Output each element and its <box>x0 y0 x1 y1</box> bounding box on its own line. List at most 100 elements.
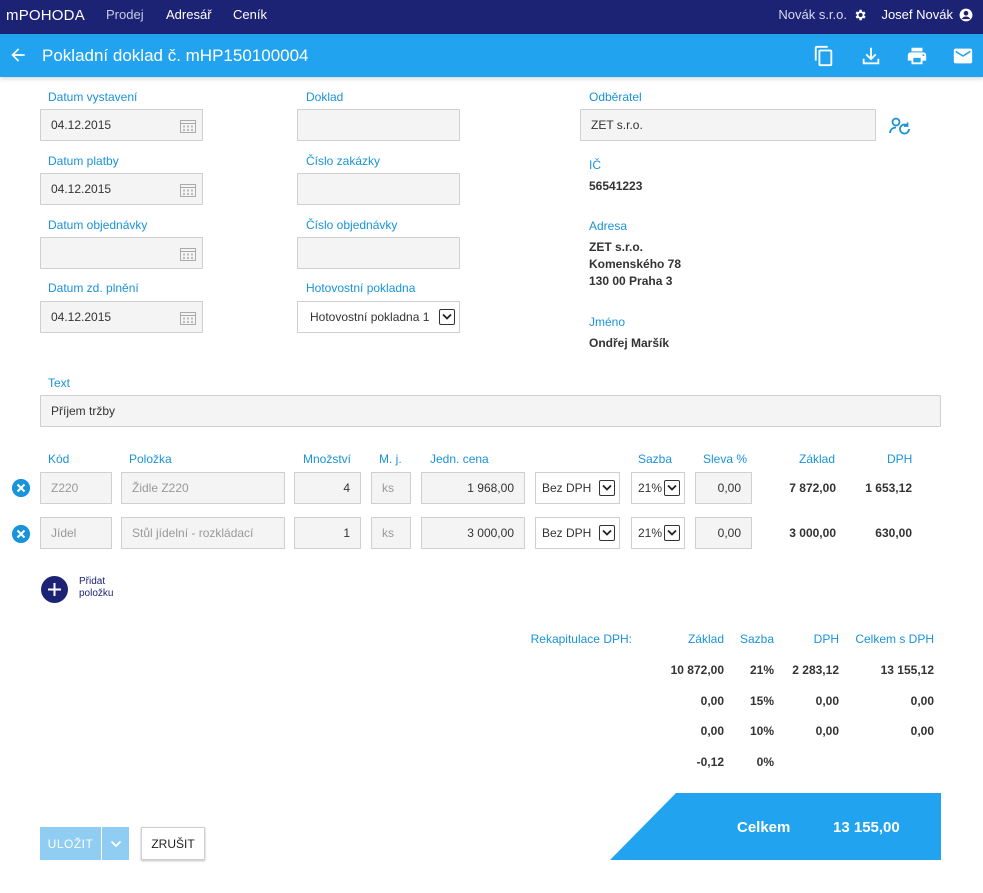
user-circle-icon <box>959 8 973 21</box>
datum-objednavky-field[interactable] <box>40 237 203 269</box>
datum-platby-field[interactable]: 04.12.2015 <box>40 173 203 205</box>
item-typ-select[interactable]: Bez DPH <box>535 472 620 504</box>
change-customer-icon[interactable] <box>889 116 911 136</box>
hotovostni-pokladna-select[interactable]: Hotovostní pokladna 1 <box>297 301 460 333</box>
save-button-label: ULOŽIT <box>47 836 94 851</box>
adresa-block: ZET s.r.o. Komenského 78 130 00 Praha 3 <box>589 239 681 290</box>
doklad-field[interactable] <box>297 109 460 141</box>
item-sleva-field[interactable]: 0,00 <box>695 517 752 549</box>
total-banner: Celkem 13 155,00 <box>610 793 941 860</box>
item-sazba-value: 21% <box>638 481 663 495</box>
recap-celkem: 13 155,12 <box>880 663 934 677</box>
item-typ-select[interactable]: Bez DPH <box>535 517 620 549</box>
recap-sazba: 21% <box>749 663 774 677</box>
cancel-button[interactable]: ZRUŠIT <box>141 827 205 860</box>
mail-icon[interactable] <box>952 45 974 67</box>
item-cena-value: 3 000,00 <box>467 526 514 540</box>
item-kod-field[interactable]: Z220 <box>40 472 112 504</box>
calendar-icon[interactable] <box>180 247 196 261</box>
item-polozka-field[interactable]: Stůl jídelní - rozkládací <box>121 517 285 549</box>
text-field[interactable]: Příjem tržby <box>40 395 941 427</box>
col-header-jedn-cena: Jedn. cena <box>430 452 489 466</box>
add-item-label-line: Přidat <box>79 576 106 587</box>
recap-header-dph: DPH <box>813 632 839 646</box>
item-zaklad: 3 000,00 <box>789 526 836 540</box>
recap-zaklad: 0,00 <box>700 724 724 738</box>
cislo-zakazky-field[interactable] <box>297 173 460 205</box>
nav-link-cenik[interactable]: Ceník <box>233 7 267 22</box>
cislo-objednavky-field[interactable] <box>297 237 460 269</box>
ic-label: IČ <box>589 158 601 172</box>
recap-dph: 0,00 <box>815 724 839 738</box>
save-button[interactable]: ULOŽIT <box>40 827 101 860</box>
remove-item-icon[interactable] <box>12 525 30 543</box>
item-dph: 1 653,12 <box>865 481 912 495</box>
item-dph: 630,00 <box>875 526 912 540</box>
item-mj-field[interactable]: ks <box>371 517 411 549</box>
print-icon[interactable] <box>906 45 928 67</box>
col-header-kod: Kód <box>48 452 70 466</box>
calendar-icon[interactable] <box>180 311 196 325</box>
odberatel-field[interactable]: ZET s.r.o. <box>580 109 876 141</box>
chevron-down-icon <box>439 309 455 325</box>
nav-link-adresar[interactable]: Adresář <box>166 7 212 22</box>
ic-value: 56541223 <box>589 179 643 193</box>
app-brand[interactable]: mPOHODA <box>6 7 85 24</box>
gear-icon <box>855 9 866 20</box>
adresa-line: ZET s.r.o. <box>589 240 644 254</box>
datum-vystaveni-field[interactable]: 04.12.2015 <box>40 109 203 141</box>
col-header-mj: M. j. <box>379 452 402 466</box>
item-sleva-value: 0,00 <box>717 481 741 495</box>
user-name: Josef Novák <box>881 7 953 22</box>
download-icon[interactable] <box>860 45 882 67</box>
item-typ-value: Bez DPH <box>542 481 592 495</box>
recap-celkem: 0,00 <box>910 724 934 738</box>
adresa-line: 130 00 Praha 3 <box>589 274 673 288</box>
add-item-button[interactable]: Přidat položku <box>41 576 131 606</box>
user-menu[interactable]: Josef Novák <box>881 7 973 22</box>
remove-item-icon[interactable] <box>12 479 30 497</box>
adresa-line: Komenského 78 <box>589 257 682 271</box>
recap-title: Rekapitulace DPH: <box>530 632 632 646</box>
hotovostni-pokladna-label: Hotovostní pokladna <box>306 281 416 295</box>
save-options-button[interactable] <box>102 827 129 860</box>
cancel-button-label: ZRUŠIT <box>151 836 195 851</box>
recap-zaklad: -0,12 <box>696 755 724 769</box>
item-cena-field[interactable]: 3 000,00 <box>421 517 525 549</box>
item-kod-field[interactable]: Jídel <box>40 517 112 549</box>
calendar-icon[interactable] <box>180 119 196 133</box>
recap-zaklad: 0,00 <box>700 694 724 708</box>
item-mj-field[interactable]: ks <box>371 472 411 504</box>
arrow-left-icon[interactable] <box>8 45 28 65</box>
company-switcher[interactable]: Novák s.r.o. <box>778 7 867 22</box>
add-item-label: Přidat položku <box>79 576 113 600</box>
company-name: Novák s.r.o. <box>778 7 847 22</box>
item-mnozstvi-value: 4 <box>343 481 350 495</box>
datum-zd-plneni-field[interactable]: 04.12.2015 <box>40 301 203 333</box>
nav-link-prodej[interactable]: Prodej <box>106 7 144 22</box>
datum-vystaveni-label: Datum vystavení <box>48 90 138 104</box>
recap-celkem: 0,00 <box>910 694 934 708</box>
item-polozka-field[interactable]: Židle Z220 <box>121 472 285 504</box>
item-mj-value: ks <box>382 526 394 540</box>
col-header-dph: DPH <box>887 452 913 466</box>
total-label: Celkem <box>737 819 791 836</box>
calendar-icon[interactable] <box>180 183 196 197</box>
item-cena-field[interactable]: 1 968,00 <box>421 472 525 504</box>
item-kod-value: Z220 <box>51 481 79 495</box>
top-nav: mPOHODA Prodej Adresář Ceník Novák s.r.o… <box>0 0 983 34</box>
item-sazba-select[interactable]: 21% <box>631 472 685 504</box>
item-mnozstvi-field[interactable]: 1 <box>294 517 361 549</box>
chevron-down-icon <box>664 480 680 496</box>
item-sazba-value: 21% <box>638 526 663 540</box>
chevron-down-icon <box>664 525 680 541</box>
datum-zd-plneni-label: Datum zd. plnění <box>48 281 139 295</box>
datum-zd-plneni-value: 04.12.2015 <box>51 310 112 324</box>
item-sazba-select[interactable]: 21% <box>631 517 685 549</box>
item-mnozstvi-field[interactable]: 4 <box>294 472 361 504</box>
col-header-sleva: Sleva % <box>703 452 748 466</box>
recap-sazba: 0% <box>756 755 774 769</box>
copy-icon[interactable] <box>813 45 835 67</box>
item-sleva-field[interactable]: 0,00 <box>695 472 752 504</box>
recap-header-zaklad: Základ <box>687 632 724 646</box>
